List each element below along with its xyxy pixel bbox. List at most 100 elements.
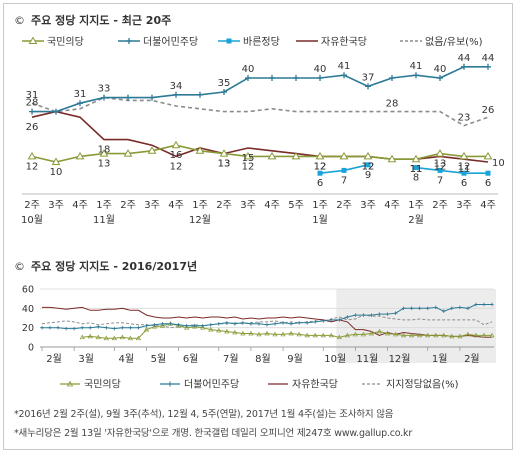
- point-democratic-party: [413, 72, 419, 79]
- x-tick-label: 1주: [408, 200, 424, 211]
- month-label: 11월: [93, 214, 115, 226]
- x-tick-label: 9월: [287, 353, 303, 365]
- point-peoples-party: [352, 331, 358, 337]
- point-peoples-party: [171, 140, 181, 149]
- data-label-bareun-party: 9: [365, 170, 371, 181]
- x-tick-label: 5주: [288, 200, 304, 211]
- point-peoples-party: [344, 332, 350, 338]
- legend-label-democratic-party: 더불어민주당: [184, 379, 239, 391]
- data-label-no-party: 26: [482, 105, 495, 116]
- x-tick-label: 1주: [312, 200, 328, 211]
- point-peoples-party: [248, 330, 254, 336]
- series-line-peoples-party: [31, 144, 488, 163]
- x-tick-label: 1주: [96, 200, 112, 211]
- point-democratic-party: [125, 94, 131, 101]
- point-peoples-party: [219, 149, 229, 157]
- point-democratic-party: [482, 302, 486, 307]
- report-frame: [3, 3, 513, 450]
- data-label-liberty-korea-party: 18: [98, 145, 111, 156]
- point-peoples-party: [473, 332, 479, 338]
- point-democratic-party: [160, 322, 165, 326]
- chart2-title-row: © 주요 정당 지지도 - 2016/2017년: [14, 258, 197, 274]
- data-label-peoples-party: 10: [50, 167, 63, 178]
- point-peoples-party: [320, 332, 326, 338]
- data-label-liberty-korea-party: 12: [362, 161, 375, 172]
- point-democratic-party: [216, 322, 221, 326]
- point-democratic-party: [245, 75, 251, 81]
- point-peoples-party: [51, 157, 61, 165]
- point-peoples-party: [288, 330, 294, 336]
- point-democratic-party: [317, 75, 323, 81]
- data-label-bareun-party: 6: [461, 178, 467, 189]
- point-democratic-party: [409, 306, 414, 311]
- point-democratic-party: [249, 322, 253, 326]
- data-label-peoples-party: 11: [410, 164, 423, 175]
- point-peoples-party: [159, 323, 166, 328]
- data-label-democratic-party: 35: [218, 78, 231, 89]
- point-democratic-party: [273, 322, 277, 326]
- point-peoples-party: [291, 151, 301, 160]
- legend-marker-peoples-party: [66, 380, 74, 387]
- point-democratic-party: [152, 322, 157, 327]
- point-peoples-party: [304, 332, 310, 338]
- data-label-bareun-party: 7: [341, 175, 347, 186]
- data-label-bareun-party: 7: [437, 175, 443, 186]
- x-tick-label: 2월: [464, 353, 480, 365]
- y-tick-label: 40: [22, 304, 34, 315]
- point-peoples-party: [27, 151, 37, 160]
- point-democratic-party: [417, 306, 422, 311]
- point-peoples-party: [195, 146, 205, 154]
- x-tick-label: 2주: [24, 200, 40, 211]
- data-label-peoples-party: 12: [458, 161, 471, 172]
- point-democratic-party: [289, 322, 293, 326]
- point-democratic-party: [281, 321, 285, 325]
- point-peoples-party: [147, 146, 157, 154]
- point-democratic-party: [450, 306, 454, 311]
- point-democratic-party: [485, 63, 491, 70]
- copyright-icon: ©: [14, 260, 25, 273]
- point-peoples-party: [376, 328, 383, 334]
- point-peoples-party: [328, 332, 334, 338]
- chart2-legend: 국민의당 더불어민주당 자유한국당 지지정당없음(%): [60, 378, 459, 391]
- point-democratic-party: [221, 89, 227, 95]
- point-democratic-party: [466, 306, 470, 311]
- point-democratic-party: [40, 325, 44, 330]
- data-label-democratic-party: 44: [482, 53, 495, 64]
- point-democratic-party: [257, 322, 261, 326]
- point-peoples-party: [433, 332, 439, 338]
- legend-label-no-party: 지지정당없음(%): [386, 378, 459, 391]
- point-peoples-party: [208, 326, 214, 332]
- point-peoples-party: [363, 151, 373, 160]
- x-tick-label: 3주: [240, 200, 256, 211]
- data-label-democratic-party: 40: [314, 64, 327, 75]
- point-democratic-party: [144, 323, 149, 328]
- point-democratic-party: [365, 83, 371, 90]
- point-democratic-party: [297, 321, 301, 325]
- point-democratic-party: [77, 100, 83, 107]
- x-tick-label: 7월: [223, 353, 239, 365]
- month-label: 12월: [189, 214, 211, 226]
- point-peoples-party: [135, 335, 142, 341]
- point-peoples-party: [449, 333, 455, 339]
- x-tick-label: 4주: [384, 200, 400, 211]
- point-peoples-party: [336, 334, 342, 340]
- x-tick-label: 1월: [432, 353, 448, 365]
- data-label-bareun-party: 6: [317, 178, 323, 189]
- x-tick-label: 10월: [324, 353, 346, 365]
- x-tick-label: 12월: [389, 353, 411, 365]
- x-tick-label: 5월: [151, 353, 167, 365]
- point-democratic-party: [441, 309, 446, 314]
- x-tick-label: 2주: [120, 200, 136, 211]
- point-democratic-party: [341, 72, 347, 79]
- point-democratic-party: [176, 322, 181, 327]
- point-peoples-party: [151, 323, 158, 329]
- y-tick-label: 20: [22, 323, 34, 334]
- data-label-no-party: 31: [26, 90, 39, 101]
- point-democratic-party: [184, 323, 189, 328]
- data-label-liberty-korea-party: 12: [170, 161, 183, 172]
- point-peoples-party: [459, 151, 469, 160]
- x-tick-label: 4주: [480, 200, 496, 211]
- x-tick-label: 2주: [336, 200, 352, 211]
- point-peoples-party: [243, 151, 253, 160]
